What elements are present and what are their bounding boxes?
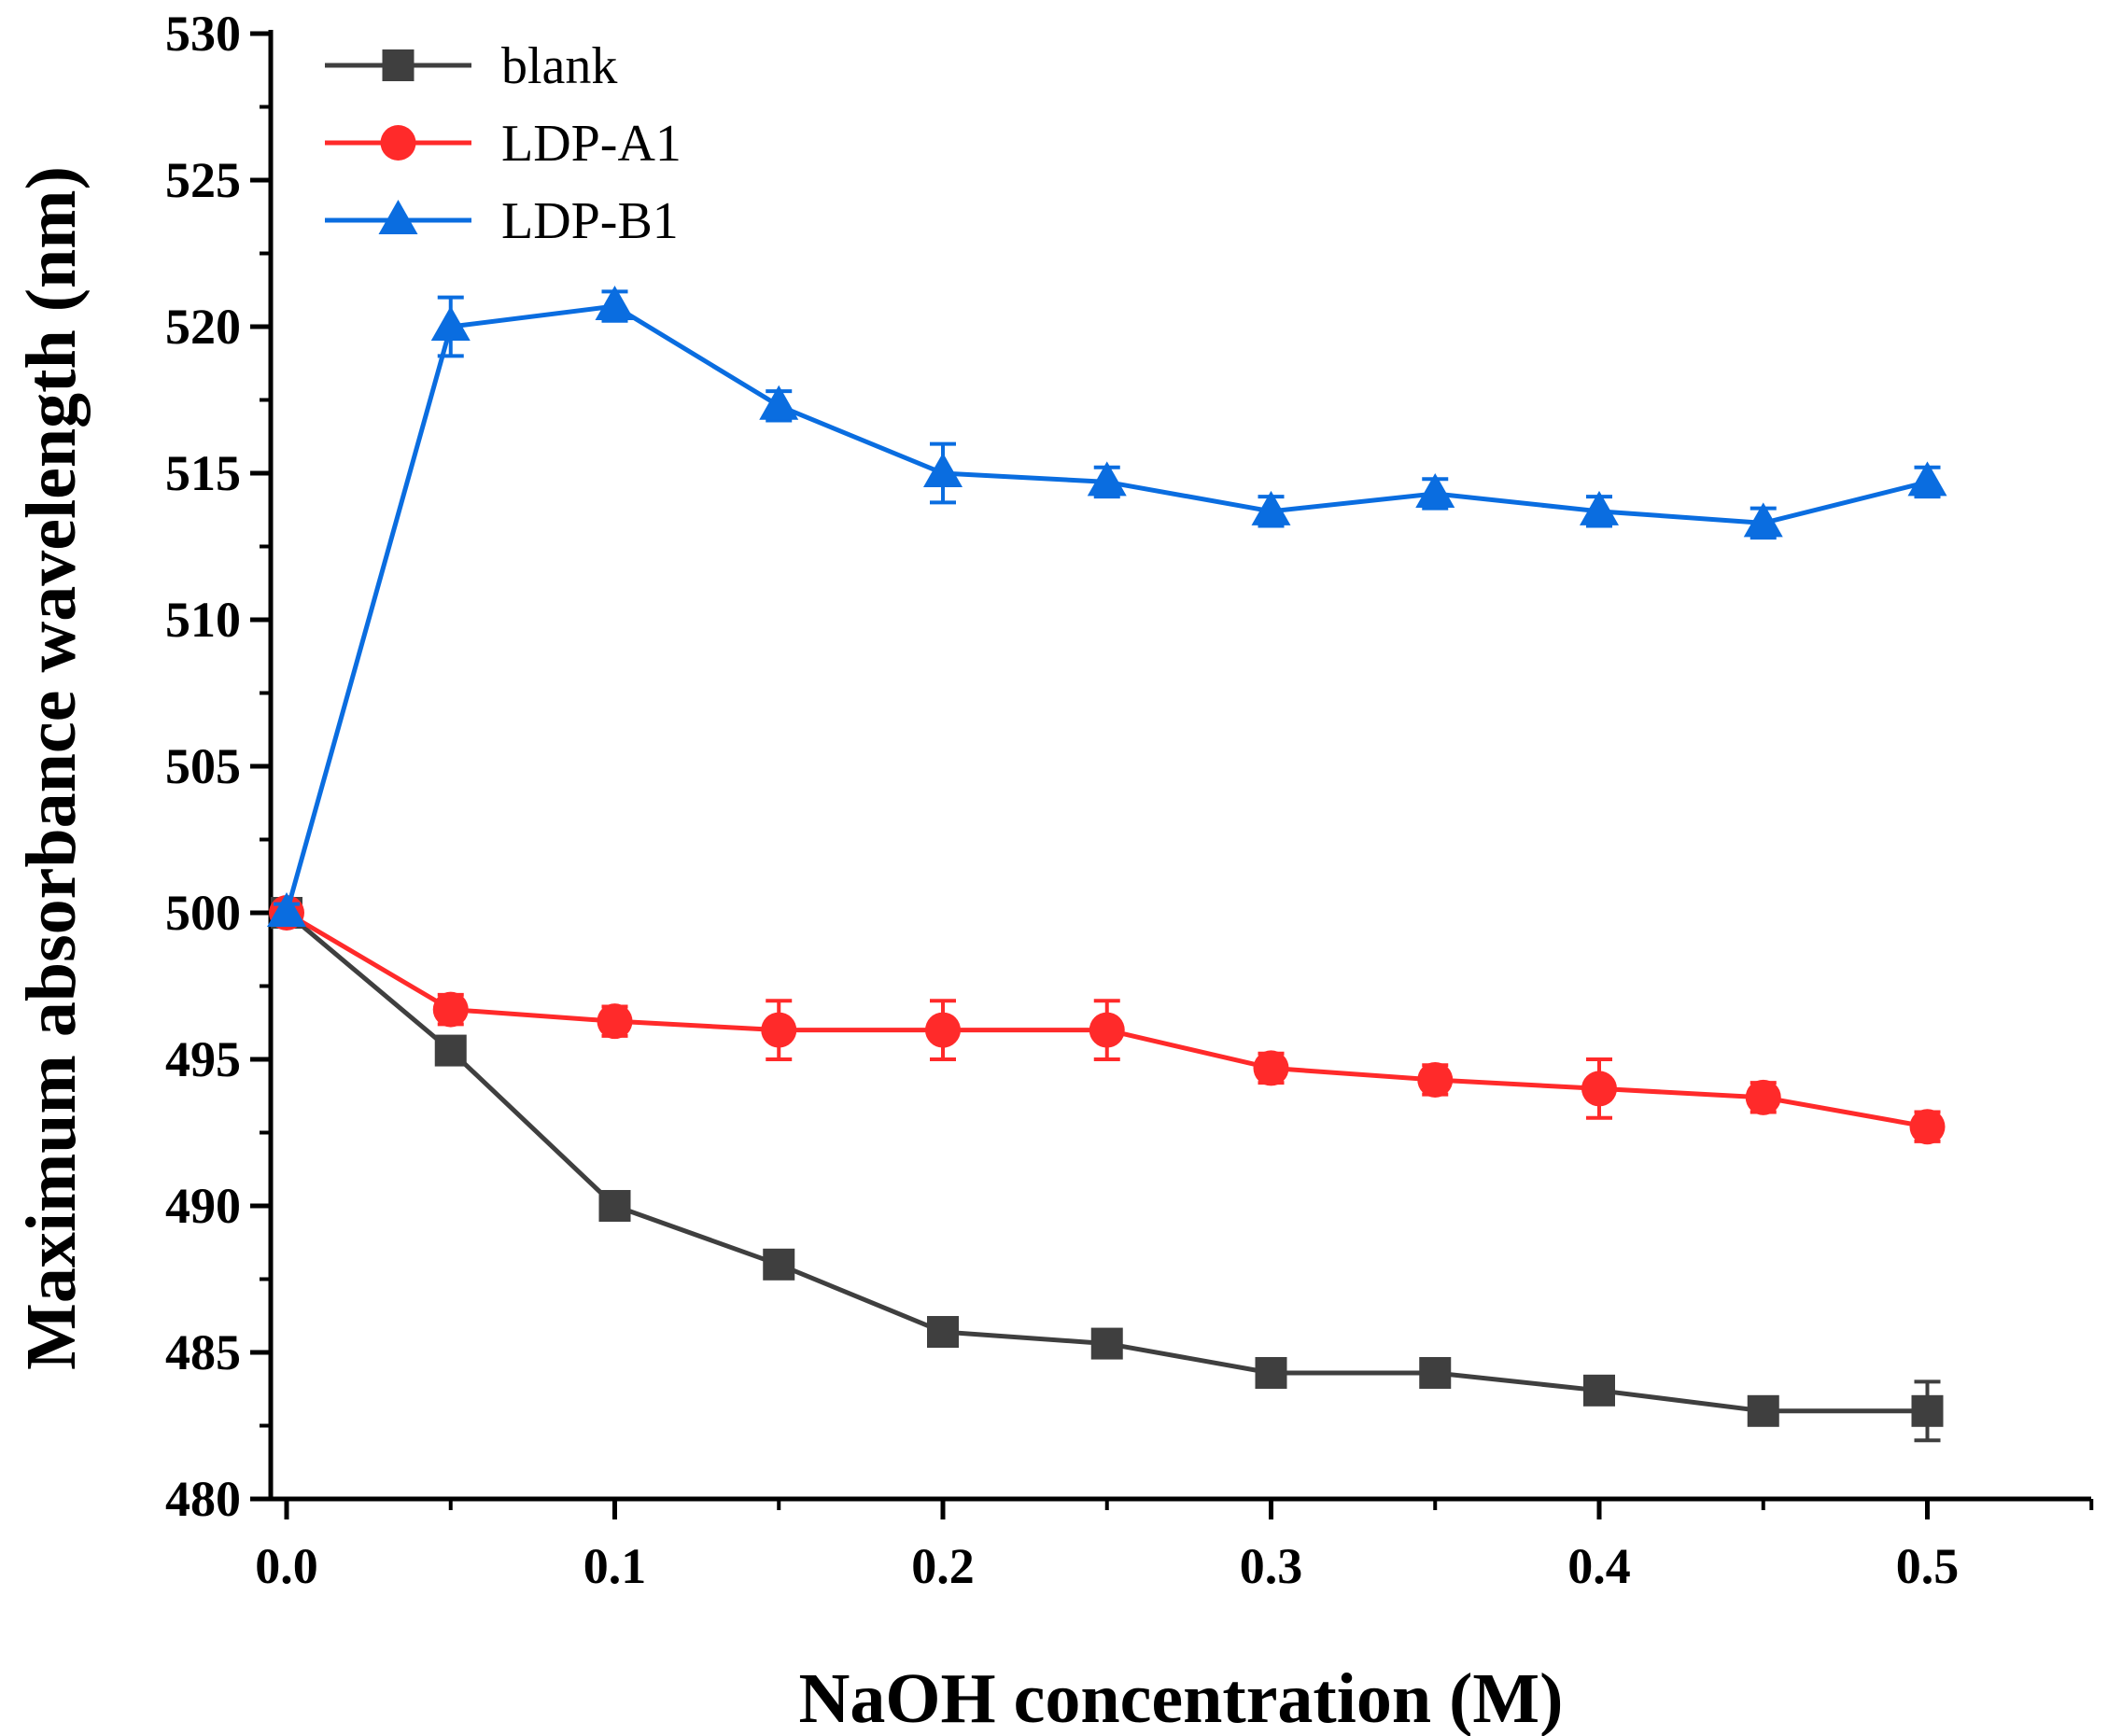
data-point-blank bbox=[1090, 1327, 1123, 1360]
data-point-blank bbox=[1255, 1356, 1287, 1389]
data-point-ldp-b1 bbox=[923, 453, 963, 487]
data-point-blank bbox=[434, 1034, 467, 1067]
data-point-ldp-b1 bbox=[1251, 490, 1291, 525]
legend-label: LDP-A1 bbox=[501, 115, 682, 173]
legend-item-ldp-b1: LDP-B1 bbox=[325, 192, 679, 250]
data-point-ldp-a1 bbox=[1417, 1061, 1454, 1098]
data-point-ldp-a1 bbox=[761, 1012, 797, 1048]
data-point-blank bbox=[1911, 1394, 1944, 1427]
data-point-ldp-b1 bbox=[595, 286, 635, 321]
data-point-ldp-b1 bbox=[430, 306, 471, 341]
y-tick-label: 485 bbox=[165, 1324, 241, 1380]
y-axis-title: Maximum absorbance wavelength (nm) bbox=[12, 166, 91, 1370]
legend-marker bbox=[380, 125, 416, 161]
y-tick-label: 505 bbox=[165, 738, 241, 794]
legend-item-ldp-a1: LDP-A1 bbox=[325, 115, 682, 173]
data-point-blank bbox=[927, 1316, 959, 1349]
y-tick-label: 530 bbox=[165, 6, 241, 62]
y-tick-label: 500 bbox=[165, 885, 241, 941]
data-point-blank bbox=[1419, 1356, 1452, 1389]
data-point-ldp-a1 bbox=[1089, 1012, 1125, 1048]
data-point-ldp-b1 bbox=[1743, 502, 1783, 538]
x-tick-label: 0.3 bbox=[1240, 1538, 1303, 1594]
x-tick-label: 0.0 bbox=[255, 1538, 318, 1594]
y-tick-label: 525 bbox=[165, 152, 241, 208]
data-point-ldp-a1 bbox=[1745, 1079, 1781, 1115]
data-point-ldp-b1 bbox=[759, 385, 799, 420]
x-tick-label: 0.2 bbox=[911, 1538, 975, 1594]
x-tick-label: 0.1 bbox=[583, 1538, 647, 1594]
y-tick-label: 495 bbox=[165, 1031, 241, 1087]
series-ldp-a1 bbox=[269, 895, 1946, 1145]
series-ldp-b1 bbox=[267, 286, 1947, 927]
data-point-ldp-b1 bbox=[1907, 461, 1947, 497]
series-layer bbox=[267, 286, 1947, 1443]
legend-marker bbox=[382, 49, 415, 81]
series-blank bbox=[271, 897, 1944, 1443]
x-axis-ticks: 0.0 0.1 0.2 0.3 0.4 0.5 bbox=[255, 1499, 2094, 1594]
axes bbox=[268, 30, 2091, 1502]
data-point-blank bbox=[763, 1248, 795, 1281]
data-point-ldp-b1 bbox=[1580, 490, 1619, 525]
y-tick-label: 510 bbox=[165, 592, 241, 648]
x-axis-title: NaOH concentration (M) bbox=[799, 1659, 1564, 1736]
legend-label: blank bbox=[501, 37, 617, 95]
data-point-blank bbox=[1583, 1374, 1615, 1407]
data-point-blank bbox=[598, 1190, 631, 1222]
data-point-blank bbox=[1747, 1394, 1779, 1427]
legend: blank LDP-A1 LDP-B1 bbox=[325, 37, 682, 250]
legend-marker bbox=[378, 200, 418, 234]
data-point-ldp-b1 bbox=[267, 892, 306, 927]
data-point-ldp-a1 bbox=[1581, 1071, 1617, 1107]
legend-item-blank: blank bbox=[325, 37, 617, 95]
data-point-ldp-a1 bbox=[432, 991, 469, 1028]
y-tick-label: 520 bbox=[165, 299, 241, 355]
data-point-ldp-b1 bbox=[1087, 461, 1127, 497]
x-tick-label: 0.4 bbox=[1567, 1538, 1631, 1594]
y-tick-label: 515 bbox=[165, 445, 241, 501]
data-point-ldp-a1 bbox=[1253, 1050, 1289, 1086]
legend-label: LDP-B1 bbox=[501, 192, 679, 250]
data-point-ldp-a1 bbox=[597, 1003, 633, 1040]
series-line-ldp-b1 bbox=[284, 303, 1929, 914]
y-axis-ticks: 480 485 490 495 500 505 510 515 520 525 530 bbox=[165, 6, 271, 1527]
data-point-ldp-a1 bbox=[925, 1012, 961, 1048]
x-tick-label: 0.5 bbox=[1896, 1538, 1960, 1594]
data-point-ldp-a1 bbox=[1909, 1109, 1946, 1145]
y-tick-label: 490 bbox=[165, 1178, 241, 1234]
data-point-ldp-b1 bbox=[1415, 472, 1455, 508]
y-tick-label: 480 bbox=[165, 1471, 241, 1527]
